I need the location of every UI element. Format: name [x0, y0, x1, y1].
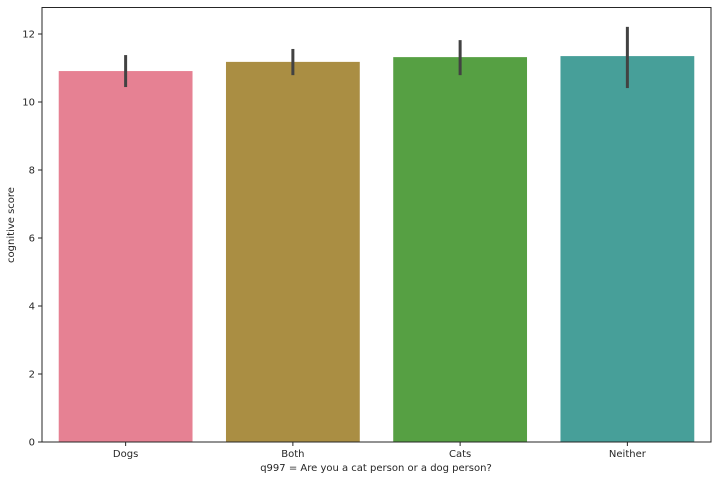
x-tick-label: Both — [281, 449, 304, 460]
bars-group — [58, 56, 695, 443]
y-tick-label: 10 — [22, 98, 35, 109]
y-tick-label: 12 — [22, 30, 35, 41]
plot-frame — [41, 7, 712, 443]
x-tick-label: Cats — [449, 449, 471, 460]
y-axis-label: cognitive score — [6, 187, 17, 263]
x-axis-label: q997 = Are you a cat person or a dog per… — [260, 463, 492, 474]
x-tick-label: Neither — [609, 449, 647, 460]
y-tick-label: 8 — [29, 166, 35, 177]
y-axis-ticks: 0 2 4 6 8 10 12 — [22, 30, 42, 449]
errorbars-group — [124, 26, 629, 89]
bar-both — [225, 61, 360, 442]
bar-cats — [393, 57, 528, 443]
y-tick-label: 4 — [29, 302, 35, 313]
bar-neither — [560, 56, 695, 442]
y-tick-label: 2 — [29, 370, 35, 381]
y-tick-label: 6 — [29, 234, 35, 245]
bar-dogs — [58, 71, 193, 442]
y-tick-label: 0 — [29, 438, 35, 449]
x-tick-label: Dogs — [113, 449, 138, 460]
x-axis-ticks: Dogs Both Cats Neither — [113, 442, 647, 460]
